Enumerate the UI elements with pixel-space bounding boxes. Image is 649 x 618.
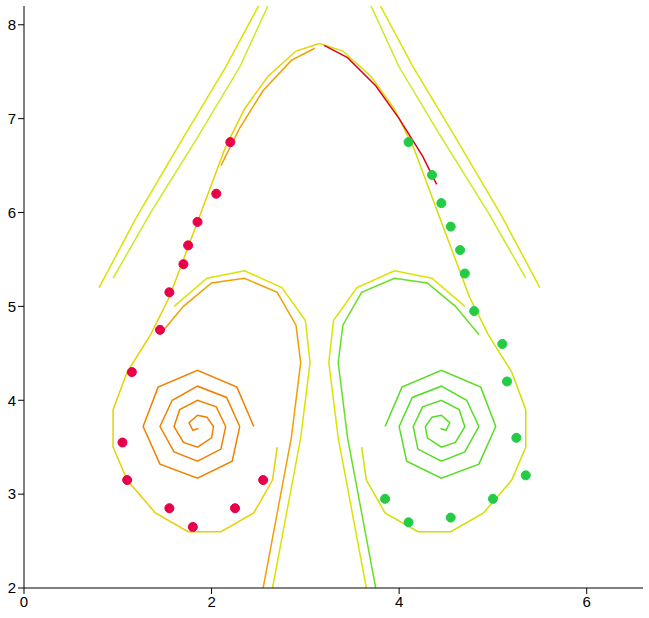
svg-text:2: 2 [207, 593, 215, 610]
svg-text:4: 4 [8, 392, 16, 409]
svg-text:6: 6 [583, 593, 591, 610]
svg-text:8: 8 [8, 16, 16, 33]
svg-text:6: 6 [8, 204, 16, 221]
svg-text:0: 0 [20, 593, 28, 610]
svg-text:3: 3 [8, 485, 16, 502]
svg-text:7: 7 [8, 110, 16, 127]
svg-text:4: 4 [395, 593, 403, 610]
svg-text:2: 2 [8, 579, 16, 596]
svg-text:5: 5 [8, 298, 16, 315]
